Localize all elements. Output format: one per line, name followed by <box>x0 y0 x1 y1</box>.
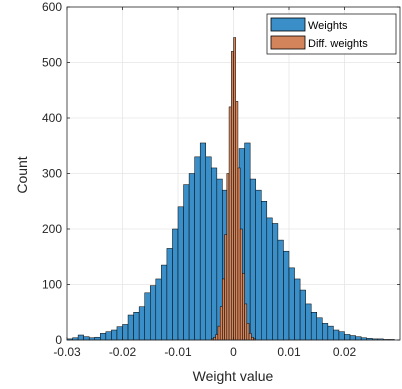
tick-labels: -0.03 -0.02 -0.01 0 0.01 0.02 0 100 200 300 400 500… <box>42 0 357 359</box>
bar-series-0-bin-15 <box>150 285 157 341</box>
bar-series-1-bin-6 <box>224 234 228 341</box>
bar-series-0-bin-8 <box>111 329 118 341</box>
bar-series-0-bin-45 <box>316 317 323 341</box>
bar-series-1-bin-15 <box>244 303 248 341</box>
bar-series-0-bin-50 <box>344 334 351 341</box>
bar-series-0-bin-25 <box>205 156 212 341</box>
y-axis-title: Count <box>14 156 30 193</box>
bar-series-0-bin-16 <box>155 278 162 341</box>
legend-label-weights: Weights <box>308 20 348 32</box>
legend-swatch-weights <box>270 17 306 32</box>
bar-series-1-bin-7 <box>226 173 230 341</box>
bar-series-0-bin-24 <box>199 142 206 341</box>
legend-label-diff-weights: Diff. weights <box>308 38 368 50</box>
histogram-bars <box>66 37 395 341</box>
bar-series-1-bin-3 <box>217 325 221 341</box>
bar-series-0-bin-10 <box>122 324 129 341</box>
bar-series-1-bin-14 <box>242 273 245 341</box>
bar-series-1-bin-10 <box>233 37 236 341</box>
bar-series-0-bin-46 <box>322 323 329 341</box>
y-tick-label: 600 <box>42 0 62 14</box>
bar-series-0-bin-23 <box>194 156 201 341</box>
bar-series-1-bin-18 <box>251 336 254 341</box>
x-tick-label: -0.02 <box>109 345 137 359</box>
y-tick-label: 0 <box>55 333 62 347</box>
x-tick-label: 0.02 <box>333 345 357 359</box>
bar-series-0-bin-12 <box>133 312 140 341</box>
bar-series-0-bin-43 <box>305 303 312 341</box>
bar-series-0-bin-47 <box>327 325 334 341</box>
legend: Weights Diff. weights <box>266 13 397 55</box>
x-tick-label: 0.01 <box>277 345 301 359</box>
bar-series-0-bin-22 <box>188 173 195 341</box>
bar-series-1-bin-16 <box>246 323 250 341</box>
bar-series-0-bin-33 <box>249 178 256 341</box>
bar-series-1-bin-12 <box>237 167 241 341</box>
bar-series-0-bin-13 <box>138 306 145 341</box>
bar-series-0-bin-38 <box>277 239 284 341</box>
y-tick-label: 300 <box>42 167 62 181</box>
x-tick-label: 0 <box>230 345 237 359</box>
bar-series-0-bin-36 <box>266 217 273 341</box>
x-axis-title: Weight value <box>193 368 274 384</box>
bar-series-0-bin-37 <box>272 223 279 341</box>
bar-series-0-bin-39 <box>283 250 290 341</box>
bar-series-0-bin-26 <box>211 167 218 341</box>
bar-series-0-bin-40 <box>288 267 295 341</box>
bar-series-0-bin-34 <box>255 189 262 341</box>
bar-series-1-bin-13 <box>239 228 243 341</box>
x-tick-label: -0.03 <box>53 345 81 359</box>
bar-series-0-bin-41 <box>294 278 301 341</box>
series-1-bars <box>211 37 256 341</box>
bar-series-0-bin-11 <box>127 314 134 341</box>
bar-series-0-bin-21 <box>183 184 190 341</box>
y-tick-label: 400 <box>42 111 62 125</box>
bar-series-0-bin-51 <box>349 335 356 341</box>
legend-swatch-diff-weights <box>270 35 306 50</box>
bar-series-0-bin-44 <box>310 312 318 341</box>
bar-series-0-bin-6 <box>100 333 107 341</box>
bar-series-0-bin-49 <box>338 331 345 341</box>
bar-series-1-bin-8 <box>228 106 232 341</box>
bar-series-1-bin-11 <box>235 101 239 341</box>
y-tick-label: 500 <box>42 56 62 70</box>
bar-series-0-bin-5 <box>94 336 101 341</box>
bar-series-0-bin-20 <box>177 206 184 341</box>
x-tick-label: -0.01 <box>164 345 192 359</box>
bar-series-1-bin-9 <box>231 51 234 341</box>
bar-series-0-bin-3 <box>83 336 90 341</box>
bar-series-0-bin-52 <box>355 336 362 341</box>
bar-series-0-bin-48 <box>333 329 340 341</box>
bar-series-0-bin-18 <box>166 248 173 341</box>
bar-series-1-bin-1 <box>213 336 216 341</box>
bar-series-0-bin-35 <box>261 201 268 341</box>
y-tick-label: 100 <box>42 278 62 292</box>
bar-series-1-bin-17 <box>248 333 252 341</box>
axes <box>66 6 401 341</box>
bar-series-0-bin-7 <box>105 331 112 341</box>
bar-series-0-bin-42 <box>299 289 306 341</box>
bar-series-1-bin-2 <box>215 334 219 341</box>
bar-series-0-bin-19 <box>172 228 179 341</box>
y-tick-label: 200 <box>42 222 62 236</box>
bar-series-0-bin-2 <box>77 334 84 341</box>
bar-series-0-bin-9 <box>116 326 123 341</box>
bar-series-1-bin-4 <box>219 306 223 341</box>
bar-series-1-bin-5 <box>222 278 225 341</box>
bar-series-0-bin-14 <box>144 292 151 341</box>
bar-series-0-bin-17 <box>161 264 168 341</box>
